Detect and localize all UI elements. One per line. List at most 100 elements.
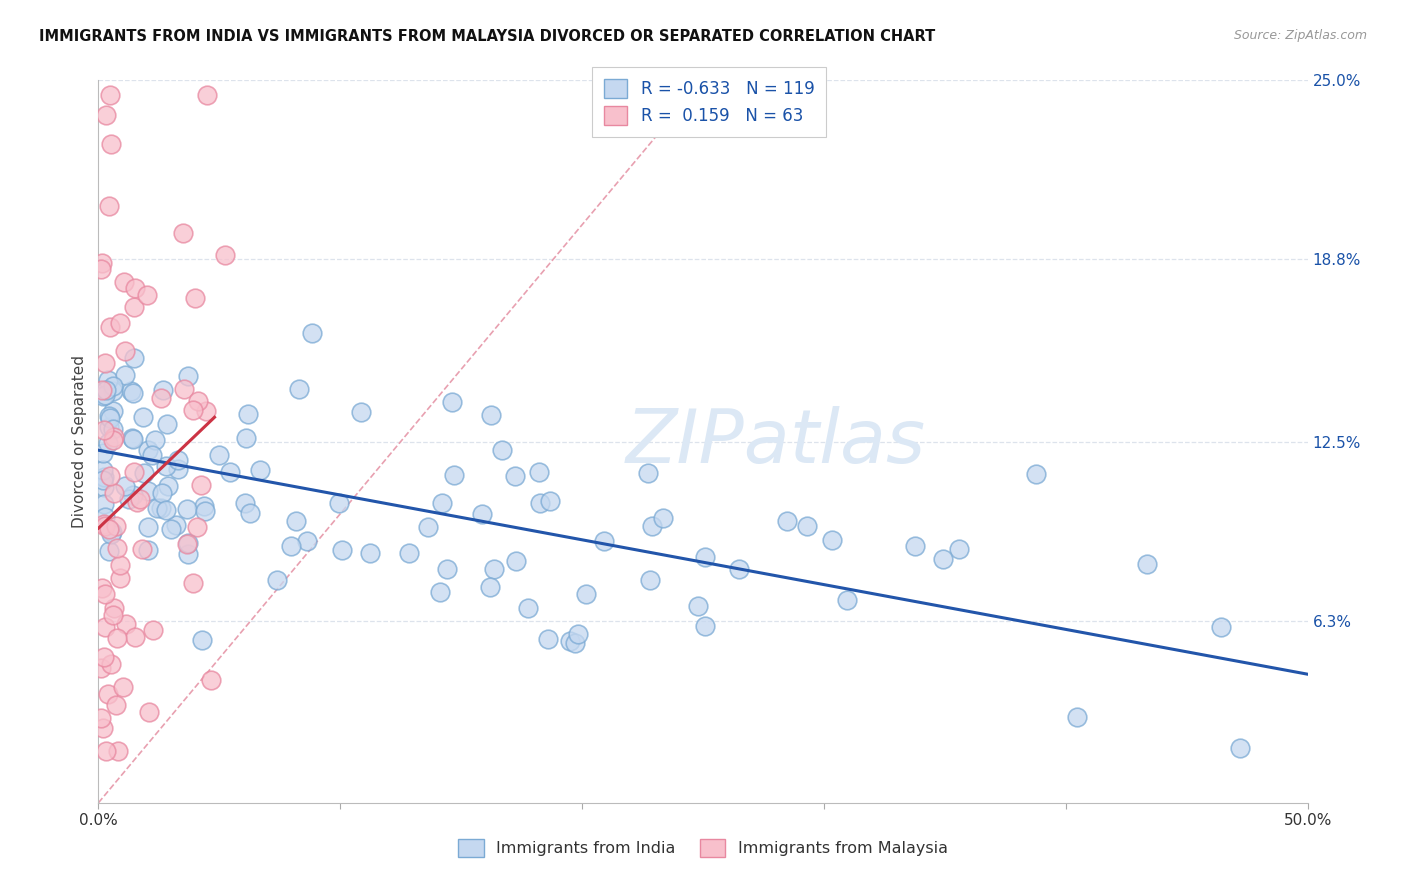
Point bbox=[652, 511, 675, 525]
Point bbox=[436, 562, 458, 576]
Point bbox=[97, 372, 120, 386]
Point bbox=[90, 661, 112, 675]
Point bbox=[90, 711, 112, 725]
Point bbox=[239, 506, 262, 520]
Point bbox=[101, 608, 124, 623]
Point bbox=[114, 478, 136, 492]
Point bbox=[98, 320, 121, 334]
Point bbox=[184, 291, 207, 305]
Point bbox=[1025, 467, 1047, 481]
Point bbox=[94, 620, 117, 634]
Point bbox=[138, 520, 160, 534]
Point bbox=[948, 542, 970, 557]
Point bbox=[98, 544, 121, 558]
Point bbox=[103, 384, 125, 399]
Point bbox=[491, 443, 513, 458]
Point bbox=[249, 463, 271, 477]
Point bbox=[904, 539, 927, 553]
Legend: Immigrants from India, Immigrants from Malaysia: Immigrants from India, Immigrants from M… bbox=[451, 832, 955, 863]
Point bbox=[593, 534, 616, 549]
Point bbox=[776, 514, 799, 528]
Point bbox=[146, 501, 169, 516]
Point bbox=[94, 744, 117, 758]
Point bbox=[1136, 557, 1159, 571]
Point bbox=[110, 558, 132, 573]
Point bbox=[100, 657, 122, 671]
Point bbox=[359, 546, 381, 560]
Point bbox=[194, 504, 217, 518]
Point bbox=[1229, 741, 1251, 756]
Point bbox=[517, 601, 540, 615]
Point bbox=[820, 533, 842, 547]
Point bbox=[200, 673, 222, 688]
Point bbox=[173, 382, 195, 396]
Point bbox=[138, 706, 160, 720]
Point bbox=[479, 581, 502, 595]
Point bbox=[193, 499, 215, 513]
Point bbox=[94, 509, 117, 524]
Point bbox=[208, 448, 231, 462]
Point bbox=[155, 458, 177, 473]
Point bbox=[330, 542, 353, 557]
Point bbox=[443, 467, 465, 482]
Point bbox=[107, 744, 129, 758]
Point bbox=[157, 479, 180, 493]
Point bbox=[835, 593, 858, 607]
Point bbox=[105, 519, 128, 533]
Point bbox=[567, 627, 589, 641]
Point bbox=[98, 469, 121, 483]
Point bbox=[166, 462, 188, 476]
Point bbox=[121, 432, 143, 446]
Point bbox=[91, 473, 114, 487]
Point bbox=[529, 465, 551, 479]
Point bbox=[429, 584, 451, 599]
Point bbox=[233, 496, 256, 510]
Point bbox=[152, 383, 174, 397]
Point bbox=[94, 356, 117, 370]
Point bbox=[1209, 620, 1232, 634]
Point bbox=[149, 501, 172, 516]
Point bbox=[98, 87, 121, 102]
Point bbox=[132, 410, 155, 425]
Point bbox=[93, 481, 115, 495]
Point bbox=[177, 368, 200, 383]
Point bbox=[176, 537, 198, 551]
Point bbox=[91, 389, 114, 403]
Point bbox=[285, 514, 308, 528]
Point bbox=[93, 469, 115, 483]
Point bbox=[149, 391, 172, 405]
Point bbox=[564, 635, 586, 649]
Point bbox=[96, 384, 118, 398]
Point bbox=[104, 698, 127, 712]
Point bbox=[103, 403, 125, 417]
Point bbox=[122, 465, 145, 479]
Text: IMMIGRANTS FROM INDIA VS IMMIGRANTS FROM MALAYSIA DIVORCED OR SEPARATED CORRELAT: IMMIGRANTS FROM INDIA VS IMMIGRANTS FROM… bbox=[39, 29, 935, 44]
Point bbox=[693, 549, 716, 564]
Point bbox=[484, 562, 506, 576]
Point bbox=[93, 497, 115, 511]
Point bbox=[558, 633, 581, 648]
Point bbox=[141, 448, 163, 462]
Point bbox=[136, 443, 159, 458]
Point bbox=[115, 617, 138, 632]
Point bbox=[181, 403, 204, 417]
Point bbox=[124, 281, 146, 295]
Point bbox=[195, 87, 218, 102]
Point bbox=[103, 430, 125, 444]
Point bbox=[103, 422, 125, 436]
Point bbox=[127, 495, 149, 509]
Point bbox=[91, 581, 114, 595]
Point bbox=[177, 547, 200, 561]
Point bbox=[114, 368, 136, 382]
Point bbox=[503, 469, 526, 483]
Point bbox=[108, 571, 131, 585]
Point bbox=[94, 108, 117, 122]
Point bbox=[637, 467, 659, 481]
Point bbox=[111, 680, 134, 694]
Point bbox=[190, 632, 212, 647]
Text: Source: ZipAtlas.com: Source: ZipAtlas.com bbox=[1233, 29, 1367, 42]
Point bbox=[93, 649, 115, 664]
Point bbox=[136, 288, 159, 302]
Point bbox=[143, 433, 166, 447]
Point bbox=[122, 488, 145, 502]
